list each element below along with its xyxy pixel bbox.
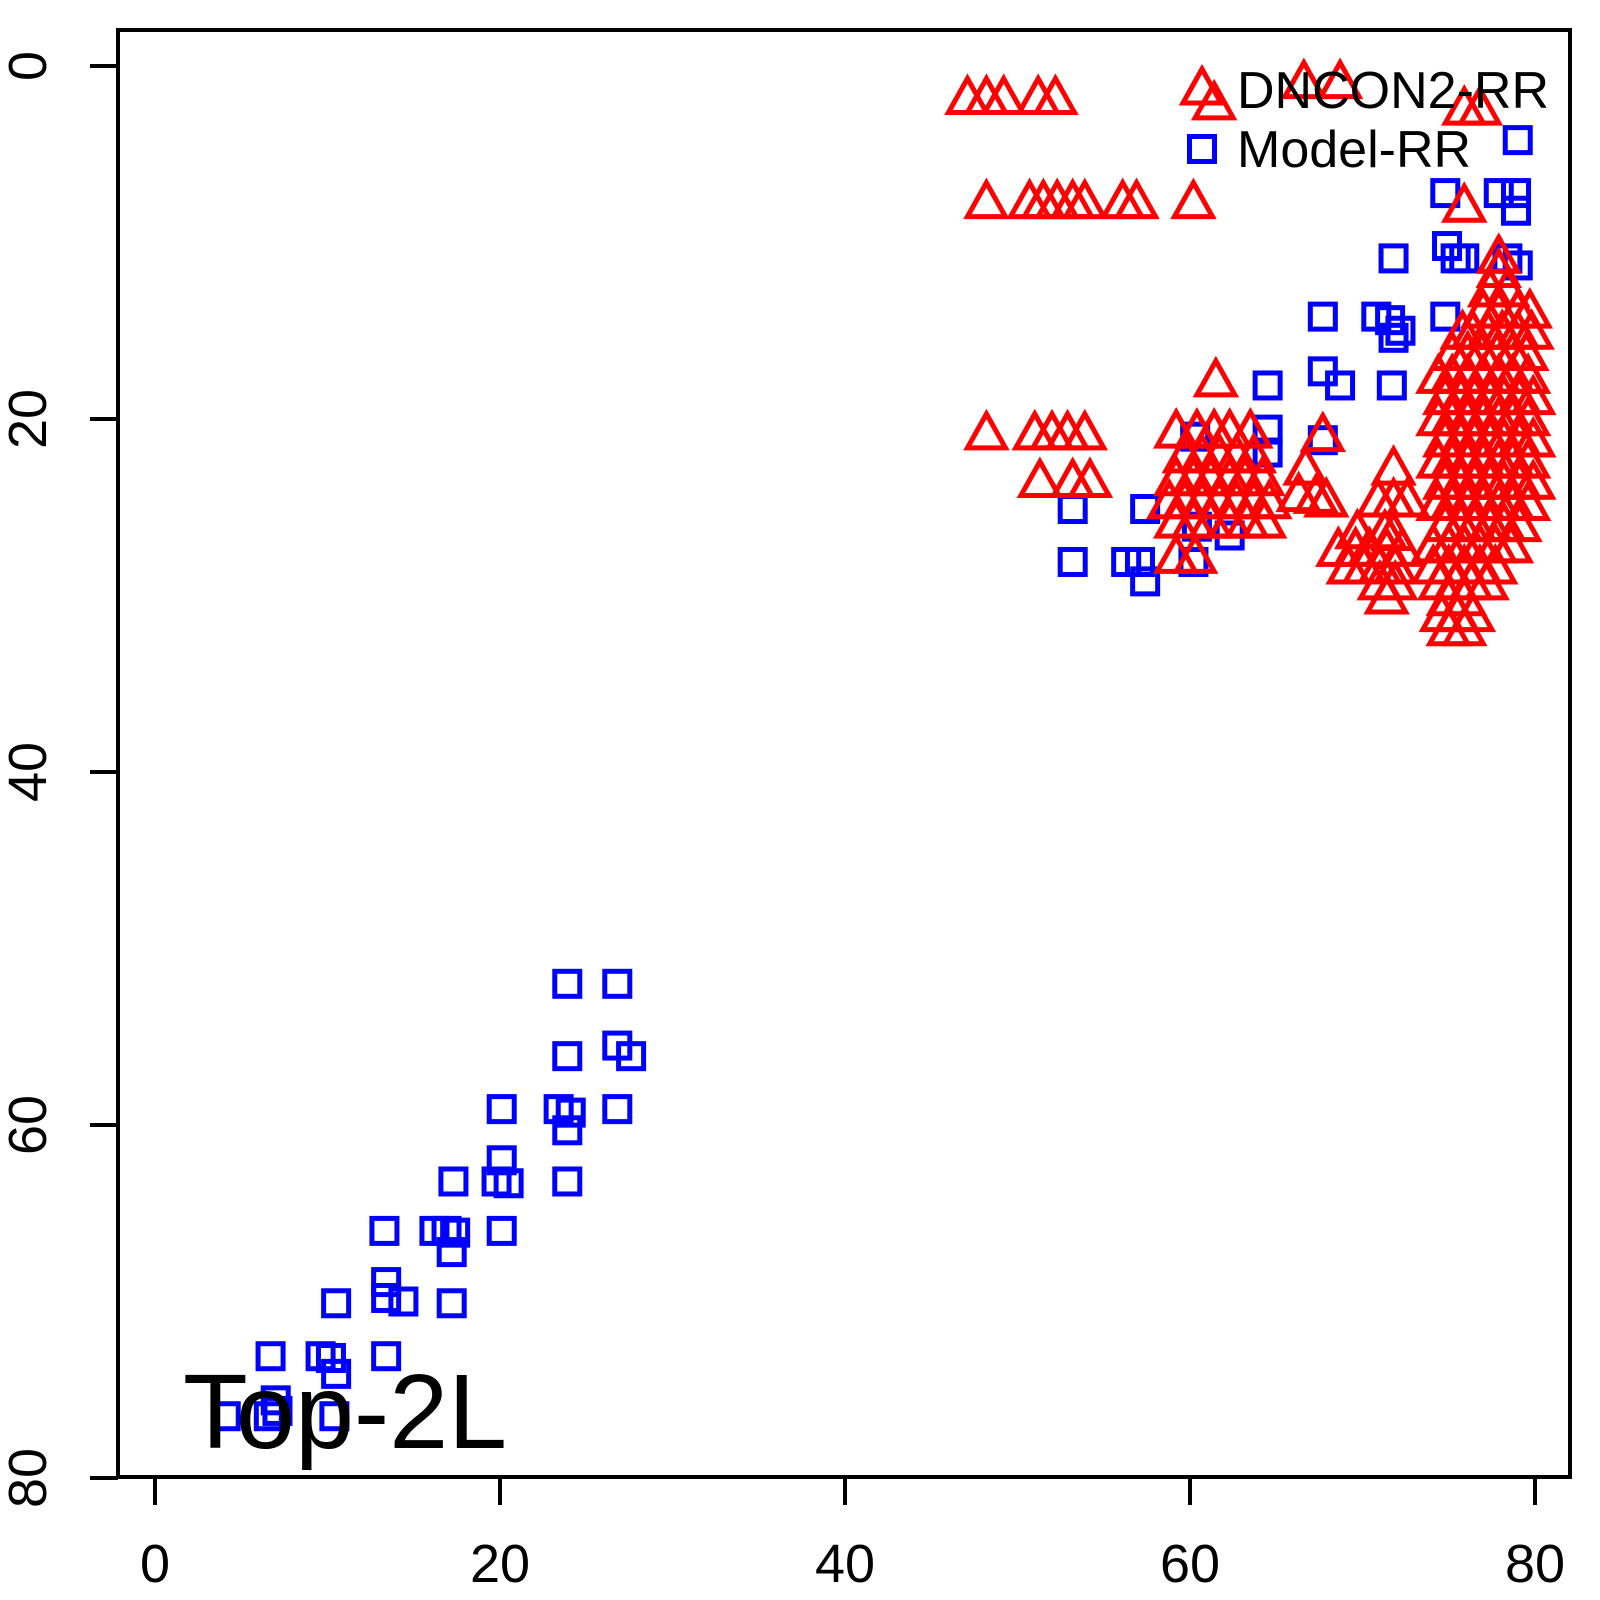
data-point-square	[1385, 315, 1416, 346]
data-point-square	[616, 1041, 647, 1072]
data-point-square	[552, 1041, 583, 1072]
data-point-square	[321, 1358, 352, 1389]
data-point-triangle	[1441, 181, 1488, 223]
data-point-triangle	[1240, 497, 1288, 539]
data-point-square	[440, 1217, 471, 1248]
data-point-square	[602, 968, 633, 999]
data-point-square	[255, 1341, 286, 1372]
data-point-triangle	[1503, 329, 1550, 371]
legend-label: DNCON2-RR	[1237, 62, 1549, 120]
data-point-triangle	[980, 73, 1027, 116]
data-point-triangle	[1032, 73, 1079, 116]
data-point-square	[1376, 370, 1407, 401]
data-point-triangle	[1441, 604, 1488, 647]
data-point-square	[369, 1215, 400, 1246]
data-point-triangle	[1475, 232, 1523, 274]
data-point-square	[1449, 243, 1480, 274]
data-point-square	[1307, 301, 1338, 332]
data-point-square	[436, 1288, 467, 1319]
data-point-square	[1501, 195, 1532, 226]
data-point-triangle	[1334, 507, 1381, 550]
y-axis-tick-label: 20	[0, 389, 58, 449]
corner-label: Top-2L	[183, 1353, 507, 1471]
data-point-square	[1130, 566, 1161, 597]
data-point-triangle	[1113, 177, 1160, 220]
data-point-square	[210, 1401, 241, 1432]
legend-label: Model-RR	[1237, 121, 1471, 179]
x-axis-tick-label: 40	[815, 1534, 875, 1594]
data-point-square	[1057, 546, 1088, 577]
data-point-square	[1252, 370, 1283, 401]
data-point-square	[1378, 243, 1409, 274]
data-point-square	[1325, 370, 1356, 401]
data-point-triangle	[1280, 57, 1328, 100]
x-axis-tick-label: 60	[1160, 1534, 1220, 1594]
data-point-square	[371, 1267, 402, 1298]
data-point-square	[552, 1115, 583, 1146]
plot-border	[116, 28, 1572, 1479]
data-point-triangle	[1372, 542, 1419, 585]
legend-item-model-rr: Model-RR	[1187, 121, 1471, 179]
data-point-square	[486, 1215, 517, 1246]
legend-triangle-icon	[1178, 63, 1226, 106]
y-axis-tick-label: 40	[0, 742, 58, 802]
data-point-triangle	[1384, 475, 1431, 518]
data-point-square	[493, 1168, 524, 1199]
data-point-triangle	[1246, 477, 1293, 520]
data-point-triangle	[1016, 456, 1064, 499]
data-point-square	[602, 1094, 633, 1125]
data-point-square	[371, 1282, 402, 1313]
data-point-triangle	[963, 177, 1010, 220]
x-axis-tick-label: 0	[140, 1534, 170, 1594]
data-point-square	[388, 1286, 419, 1317]
data-point-square	[1502, 125, 1533, 156]
data-point-square	[1057, 494, 1088, 525]
data-point-square	[260, 1385, 291, 1416]
data-point-square	[315, 1342, 346, 1373]
data-point-square	[1378, 322, 1409, 353]
y-axis-tick-label: 80	[0, 1448, 58, 1508]
data-point-square	[319, 1401, 350, 1432]
data-point-triangle	[1506, 286, 1554, 329]
data-point-triangle	[1192, 355, 1240, 398]
data-point-triangle	[1170, 177, 1217, 220]
data-point-triangle	[1463, 558, 1510, 601]
data-point-square	[555, 1097, 586, 1128]
data-point-triangle	[963, 408, 1010, 451]
data-point-triangle	[1066, 456, 1114, 499]
data-point-triangle	[1487, 521, 1535, 564]
data-point-square	[552, 1166, 583, 1197]
data-point-square	[438, 1166, 469, 1197]
x-axis-tick-label: 80	[1505, 1534, 1565, 1594]
data-point-square	[1130, 494, 1161, 525]
y-axis-tick-label: 0	[0, 51, 58, 81]
data-point-square	[552, 968, 583, 999]
data-point-square	[1501, 178, 1532, 209]
data-point-triangle	[1061, 177, 1109, 220]
data-point-triangle	[1292, 472, 1340, 514]
data-point-square	[1483, 178, 1514, 209]
data-point-triangle	[1456, 84, 1504, 126]
data-point-square	[486, 1094, 517, 1125]
data-point-triangle	[1303, 475, 1350, 518]
data-point-square	[253, 1401, 284, 1432]
legend-item-dncon2-rr: DNCON2-RR	[1178, 62, 1549, 120]
data-point-triangle	[1363, 572, 1410, 615]
data-point-triangle	[1299, 410, 1347, 453]
data-point-square	[1124, 546, 1155, 577]
data-point-triangle	[1061, 408, 1109, 451]
data-point-square	[436, 1237, 467, 1268]
data-point-square	[371, 1341, 402, 1372]
legend-square-icon	[1187, 134, 1217, 164]
x-axis-tick-label: 20	[470, 1534, 530, 1594]
data-point-triangle	[1171, 532, 1219, 574]
data-point-square	[1430, 301, 1461, 332]
y-axis-tick-label: 60	[0, 1095, 58, 1155]
data-point-triangle	[1316, 57, 1364, 100]
data-point-square	[321, 1288, 352, 1319]
